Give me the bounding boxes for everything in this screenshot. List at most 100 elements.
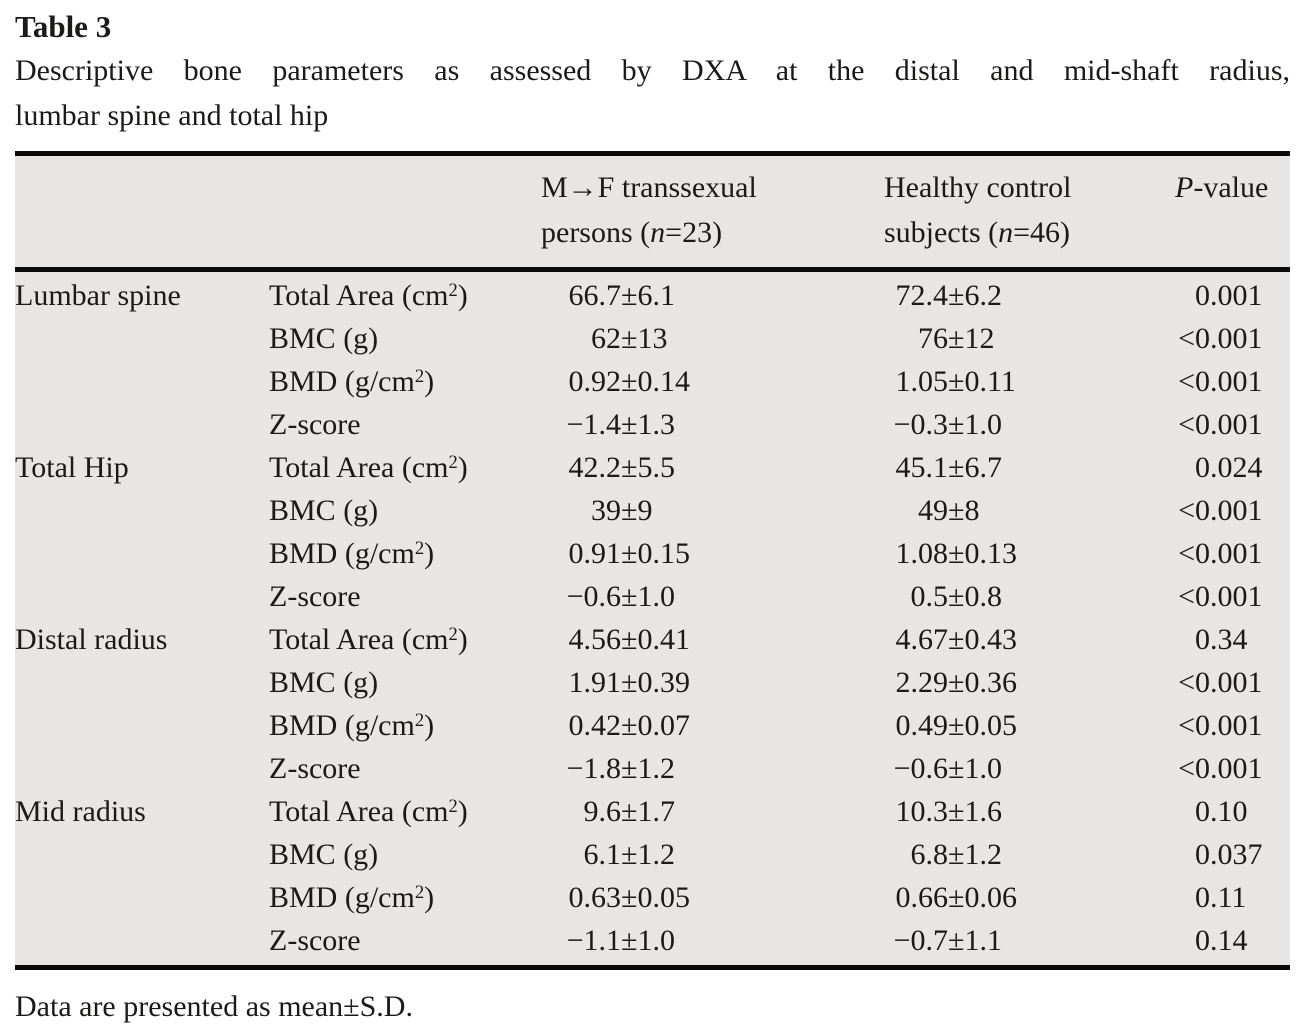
pvalue-cell: 0.024 [1175,446,1290,489]
plus-minus-sign: ± [621,623,638,656]
pvalue-cell: 0.34 [1175,618,1290,661]
transsexual-value-cell: 1.91 ±0.39 [541,661,884,704]
table-row: BMC (g) 1.91 ±0.39 2.29 ±0.36 <0.001 [15,661,1290,704]
pvalue-cell: 0.14 [1175,919,1290,962]
plus-minus-sign: ± [948,838,965,871]
pvalue-cell: <0.001 [1175,704,1290,747]
table-header-row: M→F transsexual persons (n=23) Healthy c… [15,156,1290,272]
value-mean: 49 [918,494,948,527]
pvalue-cell: <0.001 [1175,532,1290,575]
value-sd: 1.3 [637,408,675,441]
pvalue-prefix: < [1178,494,1195,527]
control-value-cell: 1.08 ±0.13 [884,532,1175,575]
pvalue-prefix: < [1178,322,1195,355]
value-sd: 1.1 [964,924,1002,957]
column-header-healthy-control: Healthy control subjects (n=46) [884,165,1175,255]
pvalue-number: 0.001 [1195,322,1263,355]
table-row: BMD (g/cm2) 0.91 ±0.15 1.08 ±0.13 <0.001 [15,532,1290,575]
value-mean: 6.8 [910,838,949,871]
pvalue-prefix [1175,876,1195,919]
value-mean: 1.91 [568,666,622,699]
control-value-cell: −0.3 ±1.0 [884,403,1175,446]
transsexual-value-cell: 9.6 ±1.7 [541,790,884,833]
value-mean: 2.29 [895,666,949,699]
value-mean: 42.2 [568,451,622,484]
table-row: BMC (g) 6.1 ±1.2 6.8 ±1.2 0.037 [15,833,1290,876]
table-row: BMC (g) 62 ±13 76 ±12 <0.001 [15,317,1290,360]
table-body: Lumbar spine Total Area (cm2) 66.7 ±6.1 7… [15,272,1290,965]
pvalue-number: 0.001 [1195,365,1263,398]
plus-minus-sign: ± [948,408,965,441]
pvalue-prefix [1175,833,1195,876]
table-row: Z-score −0.6 ±1.0 0.5 ±0.8 <0.001 [15,575,1290,618]
table-row: BMD (g/cm2) 0.42 ±0.07 0.49 ±0.05 <0.001 [15,704,1290,747]
plus-minus-sign: ± [948,494,965,527]
header-line: M→F transsexual [541,171,757,204]
plus-minus-sign: ± [621,408,638,441]
plus-minus-sign: ± [948,580,965,613]
transsexual-value-cell: −1.4 ±1.3 [541,403,884,446]
pvalue-number: 0.001 [1195,709,1263,742]
superscript: 2 [414,538,425,559]
parameter-label: BMD (g/cm2) [269,881,435,914]
parameter-label: Z-score [269,580,361,613]
value-mean: 0.63 [568,881,622,914]
value-sd: 1.0 [637,580,675,613]
region-label [15,360,269,403]
superscript: 2 [448,624,458,645]
pvalue-prefix: < [1178,408,1195,441]
caption-line-2: lumbar spine and total hip [15,99,329,132]
plus-minus-sign: ± [948,537,965,570]
plus-minus-sign: ± [948,752,965,785]
parameter-label: Total Area (cm2) [269,623,468,656]
pvalue-cell: <0.001 [1175,403,1290,446]
region-label [15,919,269,962]
region-label: Total Hip [15,451,129,484]
table-row: Lumbar spine Total Area (cm2) 66.7 ±6.1 7… [15,274,1290,317]
control-value-cell: −0.6 ±1.0 [884,747,1175,790]
pvalue-prefix [1175,919,1195,962]
value-sd: 6.7 [964,451,1002,484]
value-sd: 0.05 [964,709,1017,742]
plus-minus-sign: ± [621,838,638,871]
pvalue-cell: 0.10 [1175,790,1290,833]
value-mean: 0.42 [568,709,622,742]
region-label [15,833,269,876]
value-sd: 0.39 [637,666,690,699]
value-sd: 13 [637,322,668,355]
value-sd: 0.13 [964,537,1017,570]
pvalue-number: 0.001 [1195,279,1263,312]
value-sd: 0.36 [964,666,1017,699]
plus-minus-sign: ± [948,322,965,355]
value-sd: 1.0 [964,408,1002,441]
control-value-cell: 0.5 ±0.8 [884,575,1175,618]
plus-minus-sign: ± [948,924,965,957]
value-mean: 1.08 [895,537,949,570]
value-mean: 0.91 [568,537,622,570]
value-sd: 0.05 [637,881,690,914]
plus-minus-sign: ± [621,365,638,398]
value-sd: 0.07 [637,709,690,742]
column-header-pvalue: P-value [1175,171,1269,204]
pvalue-cell: <0.001 [1175,747,1290,790]
parameter-label: Z-score [269,752,361,785]
region-label [15,704,269,747]
transsexual-value-cell: 66.7 ±6.1 [541,274,884,317]
plus-minus-sign: ± [621,752,638,785]
table-row: Z-score −1.8 ±1.2 −0.6 ±1.0 <0.001 [15,747,1290,790]
value-mean: 0.5 [910,580,949,613]
table-title: Table 3 [15,9,112,44]
pvalue-prefix: < [1178,666,1195,699]
superscript: 2 [414,882,425,903]
table-row: Z-score −1.4 ±1.3 −0.3 ±1.0 <0.001 [15,403,1290,446]
pvalue-prefix: < [1178,365,1195,398]
column-header-transsexual: M→F transsexual persons (n=23) [541,165,884,255]
value-sd: 0.41 [637,623,690,656]
table-caption: Descriptive bone parameters as assessed … [15,48,1290,138]
transsexual-value-cell: 6.1 ±1.2 [541,833,884,876]
value-sd: 1.2 [637,752,675,785]
value-mean: 72.4 [895,279,949,312]
pvalue-cell: 0.11 [1175,876,1290,919]
value-sd: 8 [964,494,980,527]
